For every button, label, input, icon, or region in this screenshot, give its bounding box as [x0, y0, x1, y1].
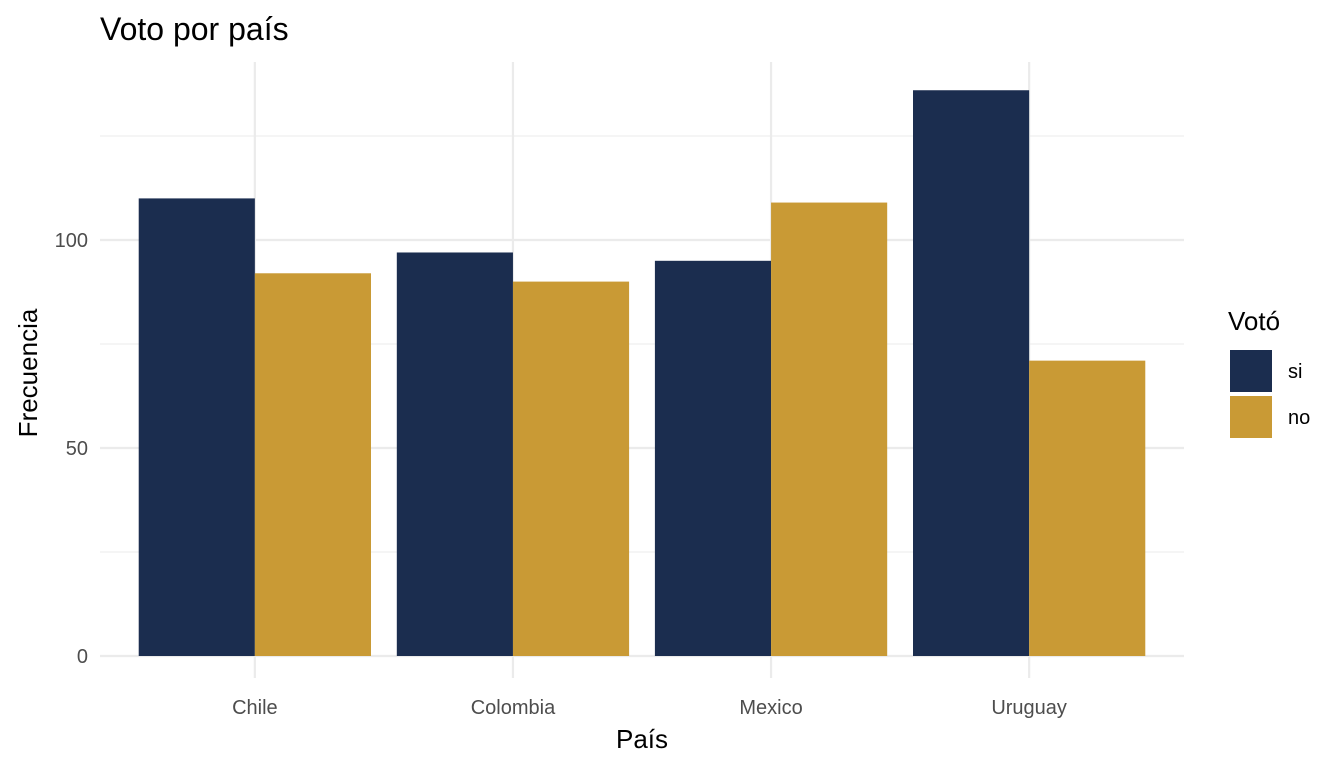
bars [138, 90, 1146, 657]
y-tick-label: 50 [66, 438, 88, 460]
y-tick-label: 0 [77, 646, 88, 668]
legend: Votó si no [1228, 306, 1310, 438]
legend-key-si [1230, 350, 1272, 392]
x-axis-title: País [616, 724, 668, 754]
x-axis-ticks: Chile Colombia Mexico Uruguay [232, 697, 1067, 719]
bar-mexico-no [771, 202, 888, 656]
bar-chile-si [138, 198, 255, 656]
y-axis-ticks: 0 50 100 [55, 230, 88, 668]
bar-uruguay-no [1029, 360, 1146, 656]
x-tick-label: Uruguay [991, 697, 1067, 719]
legend-key-no [1230, 396, 1272, 438]
bar-uruguay-si [913, 90, 1030, 657]
bar-chile-no [254, 273, 371, 656]
legend-title: Votó [1228, 306, 1280, 336]
x-tick-label: Colombia [471, 697, 556, 719]
bar-mexico-si [654, 260, 772, 656]
bar-colombia-no [512, 281, 630, 656]
x-tick-label: Mexico [739, 697, 802, 719]
x-tick-label: Chile [232, 697, 278, 719]
y-tick-label: 100 [55, 230, 88, 252]
y-axis-title: Frecuencia [13, 308, 43, 437]
legend-label-no: no [1288, 407, 1310, 429]
legend-label-si: si [1288, 361, 1302, 383]
bar-colombia-si [396, 252, 513, 657]
chart-title: Voto por país [100, 11, 289, 47]
